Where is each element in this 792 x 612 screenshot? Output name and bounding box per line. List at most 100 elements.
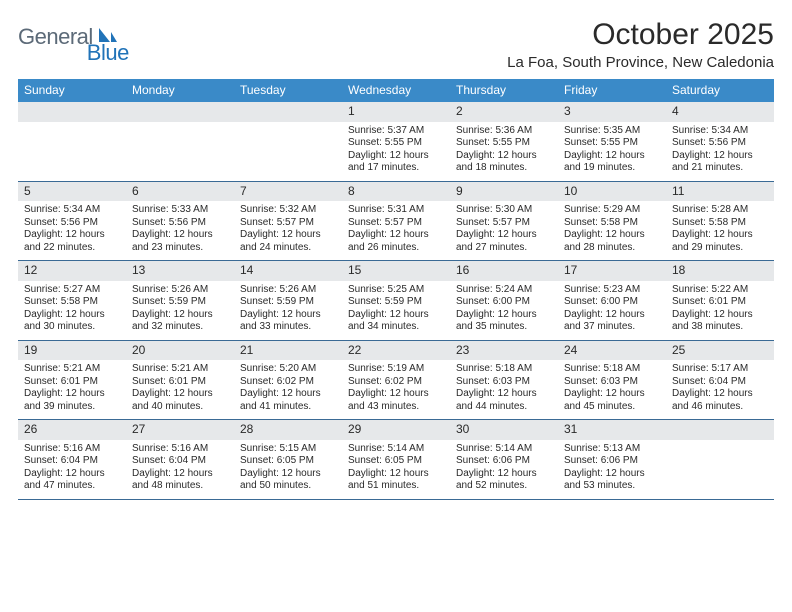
- day-number-row: 2: [450, 102, 558, 122]
- sunset-line: Sunset: 5:57 PM: [240, 217, 336, 230]
- day-number: 26: [24, 422, 37, 436]
- calendar-day: 7Sunrise: 5:32 AMSunset: 5:57 PMDaylight…: [234, 182, 342, 261]
- day-number: .: [24, 104, 27, 118]
- calendar-day-empty: .: [666, 420, 774, 499]
- daylight-line: Daylight: 12 hours and 21 minutes.: [672, 150, 768, 175]
- day-number-row: 17: [558, 261, 666, 281]
- day-number-row: .: [234, 102, 342, 122]
- day-number: 3: [564, 104, 571, 118]
- daylight-line: Daylight: 12 hours and 18 minutes.: [456, 150, 552, 175]
- sunset-line: Sunset: 6:03 PM: [456, 376, 552, 389]
- calendar-day: 29 Sunrise: 5:14 AMSunset: 6:05 PMDayligh…: [342, 420, 450, 499]
- weekday-header: Sunday: [18, 79, 126, 102]
- daylight-line: Daylight: 12 hours and 26 minutes.: [348, 229, 444, 254]
- day-number-row: 13: [126, 261, 234, 281]
- day-number-row: 3: [558, 102, 666, 122]
- header-row: General Blue October 2025 La Foa, South …: [18, 18, 774, 71]
- daylight-line: Daylight: 12 hours and 29 minutes.: [672, 229, 768, 254]
- daylight-line: Daylight: 12 hours and 19 minutes.: [564, 150, 660, 175]
- sunrise-line: Sunrise: 5:18 AM: [456, 363, 552, 376]
- calendar-day: 11Sunrise: 5:28 AMSunset: 5:58 PMDayligh…: [666, 182, 774, 261]
- daylight-line: Daylight: 12 hours and 51 minutes.: [348, 468, 444, 493]
- sunset-line: Sunset: 6:04 PM: [24, 455, 120, 468]
- calendar-week: ...1Sunrise: 5:37 AMSunset: 5:55 PMDayli…: [18, 102, 774, 182]
- calendar-day: 21Sunrise: 5:20 AMSunset: 6:02 PMDayligh…: [234, 341, 342, 420]
- calendar-day: 24Sunrise: 5:18 AMSunset: 6:03 PMDayligh…: [558, 341, 666, 420]
- sunset-line: Sunset: 6:01 PM: [132, 376, 228, 389]
- calendar-day: 5Sunrise: 5:34 AMSunset: 5:56 PMDaylight…: [18, 182, 126, 261]
- sunset-line: Sunset: 5:55 PM: [564, 137, 660, 150]
- day-number: 29: [348, 422, 361, 436]
- calendar-day: 19Sunrise: 5:21 AMSunset: 6:01 PMDayligh…: [18, 341, 126, 420]
- calendar-day: 16Sunrise: 5:24 AMSunset: 6:00 PMDayligh…: [450, 261, 558, 340]
- weekday-header: Thursday: [450, 79, 558, 102]
- day-number: 7: [240, 184, 247, 198]
- sunrise-line: Sunrise: 5:25 AM: [348, 284, 444, 297]
- day-number-row: 25: [666, 341, 774, 361]
- sunset-line: Sunset: 6:01 PM: [672, 296, 768, 309]
- day-number: 8: [348, 184, 355, 198]
- day-number: 31: [564, 422, 577, 436]
- day-number-row: 16: [450, 261, 558, 281]
- day-number: 11: [672, 184, 684, 198]
- calendar: SundayMondayTuesdayWednesdayThursdayFrid…: [18, 79, 774, 500]
- calendar-day: 31Sunrise: 5:13 AMSunset: 6:06 PMDayligh…: [558, 420, 666, 499]
- calendar-day: 8Sunrise: 5:31 AMSunset: 5:57 PMDaylight…: [342, 182, 450, 261]
- sunrise-line: Sunrise: 5:21 AM: [24, 363, 120, 376]
- daylight-line: Daylight: 12 hours and 32 minutes.: [132, 309, 228, 334]
- sunset-line: Sunset: 5:57 PM: [348, 217, 444, 230]
- sunrise-line: Sunrise: 5:28 AM: [672, 204, 768, 217]
- calendar-day-empty: .: [126, 102, 234, 181]
- day-number: 2: [456, 104, 463, 118]
- day-number: 19: [24, 343, 37, 357]
- day-number-row: 24: [558, 341, 666, 361]
- month-title: October 2025: [507, 18, 774, 52]
- sunset-line: Sunset: 6:06 PM: [456, 455, 552, 468]
- calendar-day: 23Sunrise: 5:18 AMSunset: 6:03 PMDayligh…: [450, 341, 558, 420]
- calendar-day: 6Sunrise: 5:33 AMSunset: 5:56 PMDaylight…: [126, 182, 234, 261]
- day-number-row: 14: [234, 261, 342, 281]
- day-number: 22: [348, 343, 361, 357]
- day-number: 20: [132, 343, 145, 357]
- daylight-line: Daylight: 12 hours and 34 minutes.: [348, 309, 444, 334]
- day-number: 9: [456, 184, 463, 198]
- sunset-line: Sunset: 5:55 PM: [456, 137, 552, 150]
- daylight-line: Daylight: 12 hours and 44 minutes.: [456, 388, 552, 413]
- sunset-line: Sunset: 6:06 PM: [564, 455, 660, 468]
- day-number-row: 7: [234, 182, 342, 202]
- day-number: 16: [456, 263, 469, 277]
- daylight-line: Daylight: 12 hours and 27 minutes.: [456, 229, 552, 254]
- day-number-row: 29: [342, 420, 450, 440]
- day-number-row: 20: [126, 341, 234, 361]
- sunrise-line: Sunrise: 5:21 AM: [132, 363, 228, 376]
- sunset-line: Sunset: 6:05 PM: [348, 455, 444, 468]
- day-number-row: 26: [18, 420, 126, 440]
- day-number-row: .: [126, 102, 234, 122]
- day-number: 1: [348, 104, 355, 118]
- weekday-header: Tuesday: [234, 79, 342, 102]
- weekday-header: Monday: [126, 79, 234, 102]
- day-number-row: 8: [342, 182, 450, 202]
- sunset-line: Sunset: 6:02 PM: [348, 376, 444, 389]
- calendar-day: 20Sunrise: 5:21 AMSunset: 6:01 PMDayligh…: [126, 341, 234, 420]
- day-number-row: 10: [558, 182, 666, 202]
- daylight-line: Daylight: 12 hours and 50 minutes.: [240, 468, 336, 493]
- weekday-header: Saturday: [666, 79, 774, 102]
- sunrise-line: Sunrise: 5:26 AM: [132, 284, 228, 297]
- sunrise-line: Sunrise: 5:32 AM: [240, 204, 336, 217]
- calendar-day: 30Sunrise: 5:14 AMSunset: 6:06 PMDayligh…: [450, 420, 558, 499]
- sunrise-line: Sunrise: 5:24 AM: [456, 284, 552, 297]
- sunrise-line: Sunrise: 5:14 AM: [348, 443, 444, 456]
- day-number: .: [672, 422, 675, 436]
- day-number: 10: [564, 184, 577, 198]
- day-number: 24: [564, 343, 577, 357]
- weekday-header: Wednesday: [342, 79, 450, 102]
- calendar-day: 12Sunrise: 5:27 AMSunset: 5:58 PMDayligh…: [18, 261, 126, 340]
- sunrise-line: Sunrise: 5:15 AM: [240, 443, 336, 456]
- sunset-line: Sunset: 6:00 PM: [564, 296, 660, 309]
- day-number-row: 12: [18, 261, 126, 281]
- day-number: 13: [132, 263, 145, 277]
- sunset-line: Sunset: 6:03 PM: [564, 376, 660, 389]
- daylight-line: Daylight: 12 hours and 33 minutes.: [240, 309, 336, 334]
- day-number: 21: [240, 343, 253, 357]
